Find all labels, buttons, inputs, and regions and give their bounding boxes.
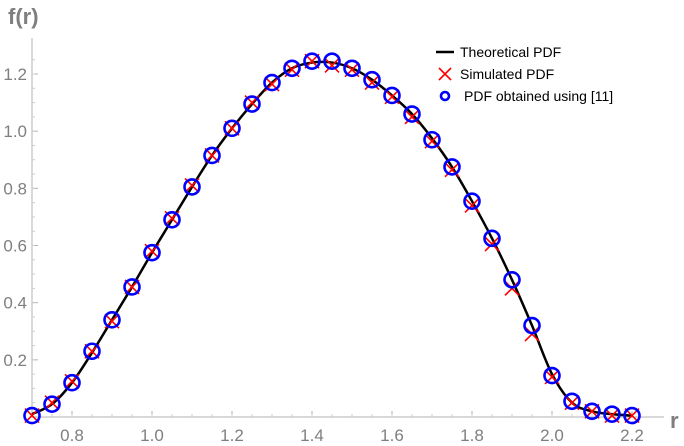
x-tick-label: 0.8 <box>60 426 84 445</box>
data-point-circle <box>563 392 581 411</box>
data-point-circle <box>263 73 281 92</box>
data-point-circle <box>443 158 461 176</box>
legend-label: Simulated PDF <box>460 66 554 82</box>
data-point-x <box>484 236 500 252</box>
data-point-x <box>444 162 460 178</box>
legend-label: PDF obtained using [11] <box>464 88 613 104</box>
legend-label: Theoretical PDF <box>460 44 561 60</box>
data-point-x <box>404 109 420 125</box>
data-point-circle <box>463 192 481 210</box>
data-point-x <box>324 57 340 73</box>
y-tick-label: 0.2 <box>3 351 27 370</box>
series-2 <box>23 52 641 425</box>
data-point-circle <box>163 210 181 229</box>
legend-swatch-x <box>438 67 452 81</box>
axes <box>31 38 664 418</box>
data-point-circle <box>143 243 161 262</box>
data-point-circle <box>23 406 41 425</box>
y-tick-label: 0.8 <box>3 179 27 198</box>
x-tick-label: 2.0 <box>540 426 564 445</box>
x-tick-label: 1.0 <box>140 426 164 445</box>
y-tick-label: 0.6 <box>3 237 27 256</box>
series-line <box>31 60 633 417</box>
x-tick-label: 1.4 <box>300 426 324 445</box>
data-point-circle <box>623 406 641 425</box>
data-point-circle <box>403 105 421 123</box>
legend-item-0: Theoretical PDF <box>436 44 561 60</box>
data-point-circle <box>303 52 321 70</box>
x-tick-label: 1.8 <box>460 426 484 445</box>
series-0 <box>31 60 633 417</box>
legend: Theoretical PDF Simulated PDF PDF obtained… <box>436 44 613 104</box>
x-axis-title: r <box>670 408 679 433</box>
data-point-circle <box>343 59 361 78</box>
x-tick-label: 1.2 <box>220 426 244 445</box>
ticks: 0.8 1.0 1.2 1.4 1.6 1.8 2.0 2.2 0.2 0.4 0.6 0.8 1.0 1… <box>3 59 644 445</box>
data-point-circle <box>103 311 121 329</box>
x-tick-label: 1.6 <box>380 426 404 445</box>
y-tick-label: 1.2 <box>3 65 27 84</box>
data-point-circle <box>323 52 341 70</box>
data-point-circle <box>83 342 101 361</box>
data-point-x <box>464 197 480 214</box>
data-point-circle <box>483 229 501 248</box>
data-point-circle <box>503 270 521 289</box>
data-point-circle <box>43 395 61 413</box>
legend-item-2: PDF obtained using [11] <box>439 88 613 104</box>
legend-item-1: Simulated PDF <box>438 66 554 82</box>
legend-swatch-circle <box>439 90 451 102</box>
series-1 <box>24 53 640 424</box>
data-point-circle <box>243 95 261 113</box>
data-point-x <box>364 75 380 91</box>
x-tick-label: 2.2 <box>620 426 644 445</box>
data-point-circle <box>123 278 141 296</box>
data-point-circle <box>423 130 441 149</box>
data-point-circle <box>223 119 241 138</box>
data-point-circle <box>523 316 541 335</box>
y-tick-label: 0.4 <box>3 294 27 313</box>
data-point-circle <box>363 70 381 89</box>
data-point-circle <box>383 86 401 105</box>
plot-area <box>23 52 641 425</box>
data-point-circle <box>603 405 621 423</box>
data-point-circle <box>543 366 561 385</box>
data-point-circle <box>283 59 301 78</box>
y-tick-label: 1.0 <box>3 122 27 141</box>
data-point-circle <box>583 402 601 421</box>
data-point-circle <box>63 373 81 392</box>
y-axis-title: f(r) <box>8 4 39 29</box>
data-point-circle <box>203 146 221 165</box>
data-point-circle <box>183 178 201 196</box>
